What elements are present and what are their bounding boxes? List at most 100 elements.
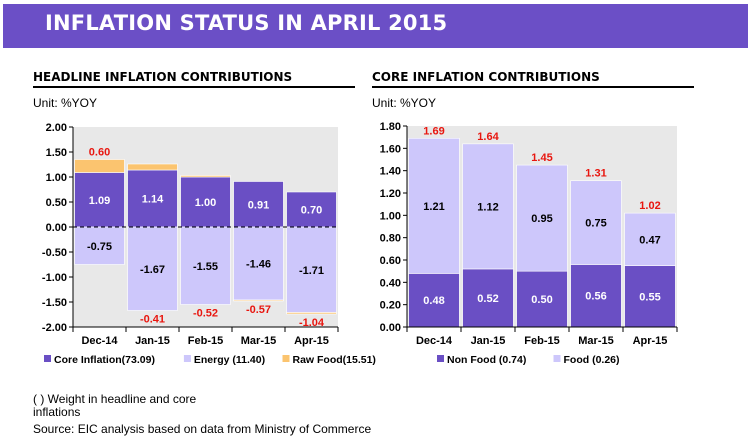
bar-segment <box>180 175 231 178</box>
legend-label: Food (0.26) <box>564 354 620 366</box>
legend-swatch <box>282 355 290 362</box>
title-banner: INFLATION STATUS IN APRIL 2015 <box>3 4 748 48</box>
bar-value-label: 0.55 <box>639 291 660 303</box>
legend-swatch <box>44 355 51 362</box>
y-tick-label: 0.80 <box>380 233 401 245</box>
bar-value-label: -1.67 <box>140 264 165 276</box>
y-tick-label: 0.50 <box>46 197 67 209</box>
bar-segment <box>462 143 514 270</box>
y-tick-label: 1.00 <box>380 210 401 222</box>
total-value-label: 1.45 <box>531 152 552 164</box>
total-value-label: 1.69 <box>423 125 444 137</box>
bar-segment <box>286 191 337 228</box>
bar-value-label: -1.55 <box>193 261 218 273</box>
bar-value-label: 0.91 <box>248 199 269 211</box>
y-tick-label: -2.00 <box>42 322 67 334</box>
headline-unit-label: Unit: %YOY <box>33 96 98 110</box>
bar-segment <box>570 180 622 265</box>
x-tick-label: Feb-15 <box>188 335 223 347</box>
bar-segment <box>233 299 284 302</box>
bar-value-label: 0.75 <box>585 218 606 230</box>
y-tick-label: -1.00 <box>42 272 67 284</box>
x-tick-label: Apr-15 <box>633 335 668 347</box>
bar-segment <box>286 312 337 315</box>
x-tick-label: Dec-14 <box>81 335 118 347</box>
total-value-label: 1.02 <box>639 200 660 212</box>
total-value-label: -0.52 <box>193 308 218 320</box>
x-tick-label: Jan-15 <box>135 335 170 347</box>
page-title: INFLATION STATUS IN APRIL 2015 <box>45 11 448 35</box>
bar-value-label: 1.21 <box>423 201 444 213</box>
y-tick-label: -0.50 <box>42 247 67 259</box>
y-tick-label: 1.80 <box>380 121 401 133</box>
source-footnote: Source: EIC analysis based on data from … <box>33 422 372 436</box>
bar-segment <box>180 226 231 305</box>
x-tick-label: Mar-15 <box>578 335 613 347</box>
bar-segment <box>127 226 178 311</box>
bar-value-label: 0.52 <box>477 293 498 305</box>
bar-value-label: 0.48 <box>423 295 444 307</box>
bar-segment <box>180 176 231 228</box>
bar-value-label: 1.14 <box>142 194 164 206</box>
y-tick-label: 0.00 <box>46 222 67 234</box>
total-value-label: 1.64 <box>477 131 499 143</box>
y-tick-label: 0.00 <box>380 322 401 334</box>
x-tick-label: Feb-15 <box>524 335 559 347</box>
headline-inflation-chart: -2.00 -1.50 -1.00 -0.50 0.00 0.50 1.00 1.50 2.00… <box>42 122 376 366</box>
core-inflation-chart: 0.00 0.20 0.40 0.60 0.80 1.00 1.20 1.40 1.60 1.80… <box>380 121 678 366</box>
x-tick-label: Mar-15 <box>241 335 276 347</box>
bar-segment <box>233 226 284 301</box>
bar-value-label: -0.75 <box>87 241 112 253</box>
y-tick-label: 1.20 <box>380 188 401 200</box>
total-value-label: -0.57 <box>246 304 271 316</box>
legend-swatch <box>183 355 191 362</box>
bar-value-label: 0.95 <box>531 213 552 225</box>
headline-title-rule <box>33 86 355 88</box>
bar-segment <box>408 137 460 274</box>
bar-segment <box>74 226 125 265</box>
y-tick-label: 1.00 <box>46 172 67 184</box>
bar-value-label: 1.12 <box>477 201 498 213</box>
y-tick-label: 0.40 <box>380 277 401 289</box>
bar-segment <box>570 264 622 328</box>
legend-label: Raw Food(15.51) <box>293 354 376 366</box>
total-value-label: -0.41 <box>140 314 165 326</box>
bar-segment <box>127 163 178 171</box>
y-tick-label: -1.50 <box>42 297 67 309</box>
legend-label: Non Food (0.74) <box>447 354 526 366</box>
x-tick-label: Apr-15 <box>294 335 329 347</box>
y-tick-label: 0.60 <box>380 255 401 267</box>
bar-segment <box>462 268 514 328</box>
bar-segment <box>624 265 676 328</box>
bar-value-label: 0.47 <box>639 234 660 246</box>
bar-segment <box>286 226 337 313</box>
bar-segment <box>516 164 568 272</box>
legend-label: Core Inflation(73.09) <box>54 354 155 366</box>
bar-segment <box>408 273 460 328</box>
x-tick-label: Jan-15 <box>471 335 506 347</box>
y-tick-label: 1.40 <box>380 166 401 178</box>
bar-segment <box>516 270 568 328</box>
y-tick-label: 1.50 <box>46 147 67 159</box>
bar-value-label: -1.46 <box>246 259 271 271</box>
total-value-label: -1.04 <box>299 317 325 329</box>
legend-label: Energy (11.40) <box>194 354 265 366</box>
legend-swatch <box>553 355 561 362</box>
y-tick-label: 1.60 <box>380 143 401 155</box>
core-title-rule <box>372 86 694 88</box>
weight-footnote: ( ) Weight in headline and core inflatio… <box>33 392 197 419</box>
bar-value-label: 1.00 <box>195 197 216 209</box>
bar-value-label: -1.71 <box>299 265 324 277</box>
bar-value-label: 1.09 <box>89 195 110 207</box>
core-chart-title: CORE INFLATION CONTRIBUTIONS <box>372 70 600 84</box>
bar-value-label: 0.70 <box>301 205 322 217</box>
headline-chart-title: HEADLINE INFLATION CONTRIBUTIONS <box>33 70 293 84</box>
bar-segment <box>74 159 125 173</box>
x-tick-label: Dec-14 <box>416 335 453 347</box>
bar-value-label: 0.50 <box>531 294 552 306</box>
total-value-label: 0.60 <box>89 147 110 159</box>
core-unit-label: Unit: %YOY <box>372 96 437 110</box>
legend-swatch <box>437 355 444 362</box>
bar-segment <box>624 212 676 266</box>
y-tick-label: 0.20 <box>380 300 401 312</box>
